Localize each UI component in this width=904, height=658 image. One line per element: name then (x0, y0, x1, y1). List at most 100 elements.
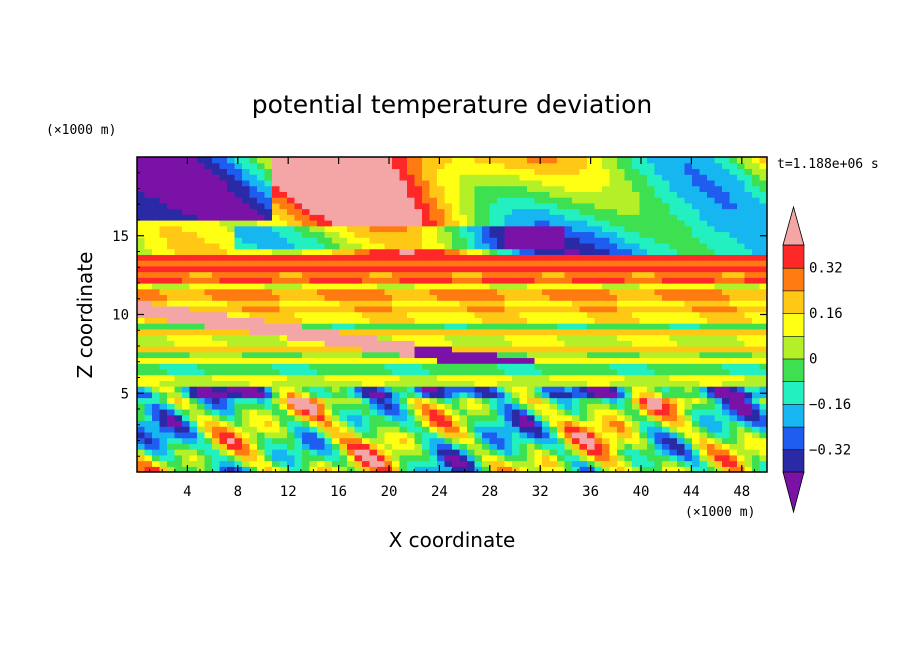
contour-cell (347, 305, 356, 313)
contour-cell (167, 323, 176, 330)
contour-cell (729, 328, 738, 336)
contour-cell (159, 334, 168, 341)
contour-cell (144, 254, 153, 261)
contour-cell (317, 237, 326, 244)
contour-cell (384, 437, 393, 444)
contour-cell (759, 185, 767, 192)
contour-cell (204, 317, 213, 324)
contour-cell (557, 162, 566, 170)
contour-cell (452, 426, 461, 433)
contour-cell (572, 363, 581, 370)
contour-cell (444, 323, 453, 330)
contour-cell (639, 197, 648, 204)
contour-cell (159, 157, 168, 164)
contour-cell (527, 334, 536, 341)
contour-cell (227, 208, 236, 215)
contour-cell (152, 454, 161, 462)
contour-cell (662, 346, 671, 353)
contour-cell (617, 368, 626, 376)
contour-cell (617, 231, 626, 238)
contour-cell (422, 351, 431, 359)
contour-cell (497, 414, 506, 422)
contour-cell (632, 431, 641, 439)
contour-cell (332, 300, 341, 307)
contour-cell (489, 305, 498, 313)
contour-cell (587, 197, 596, 204)
contour-cell (332, 391, 341, 399)
contour-cell (467, 368, 476, 376)
contour-cell (182, 323, 191, 330)
contour-cell (324, 174, 333, 181)
contour-cell (662, 391, 671, 399)
contour-cell (204, 185, 213, 192)
contour-cell (647, 431, 656, 439)
contour-cell (662, 242, 671, 250)
contour-cell (159, 191, 168, 198)
contour-cell (459, 208, 468, 215)
contour-cell (617, 294, 626, 301)
contour-cell (174, 391, 183, 399)
contour-cell (197, 334, 206, 341)
contour-cell (587, 426, 596, 433)
contour-cell (699, 420, 708, 427)
contour-cell (519, 380, 528, 387)
contour-cell (459, 368, 468, 376)
contour-cell (279, 237, 288, 244)
contour-cell (632, 397, 641, 404)
contour-cell (347, 374, 356, 381)
contour-cell (677, 346, 686, 353)
contour-cell (272, 254, 281, 261)
contour-cell (227, 248, 236, 255)
contour-cell (512, 300, 521, 307)
contour-cell (444, 185, 453, 192)
contour-cell (362, 437, 371, 444)
contour-cell (354, 317, 363, 324)
contour-cell (557, 437, 566, 444)
contour-cell (497, 403, 506, 410)
contour-cell (339, 157, 348, 164)
contour-cell (227, 449, 236, 456)
contour-cell (602, 323, 611, 330)
contour-cell (534, 346, 543, 353)
contour-cell (137, 403, 146, 410)
contour-cell (437, 283, 446, 290)
contour-cell (347, 231, 356, 238)
contour-cell (347, 197, 356, 204)
contour-cell (407, 248, 416, 255)
contour-cell (744, 162, 753, 170)
contour-cell (347, 225, 356, 233)
contour-cell (174, 185, 183, 192)
contour-cell (744, 454, 753, 462)
contour-cell (609, 466, 618, 472)
contour-cell (729, 368, 738, 376)
contour-cell (384, 277, 393, 284)
contour-cell (197, 386, 206, 393)
contour-cell (467, 340, 476, 347)
contour-cell (692, 305, 701, 313)
contour-cell (174, 317, 183, 324)
contour-cell (654, 454, 663, 462)
contour-cell (362, 271, 371, 278)
contour-cell (722, 357, 731, 364)
contour-cell (654, 460, 663, 467)
contour-cell (332, 271, 341, 278)
contour-cell (474, 214, 483, 221)
contour-cell (512, 174, 521, 181)
contour-cell (227, 202, 236, 210)
contour-cell (452, 357, 461, 364)
contour-cell (572, 220, 581, 227)
contour-cell (204, 277, 213, 284)
contour-cell (197, 294, 206, 301)
contour-cell (182, 380, 191, 387)
contour-cell (189, 300, 198, 307)
contour-cell (294, 431, 303, 439)
contour-cell (527, 185, 536, 192)
contour-cell (647, 220, 656, 227)
contour-cell (647, 288, 656, 296)
contour-cell (452, 288, 461, 296)
contour-cell (422, 426, 431, 433)
contour-cell (317, 202, 326, 210)
contour-cell (497, 237, 506, 244)
contour-cell (362, 197, 371, 204)
contour-cell (707, 449, 716, 456)
